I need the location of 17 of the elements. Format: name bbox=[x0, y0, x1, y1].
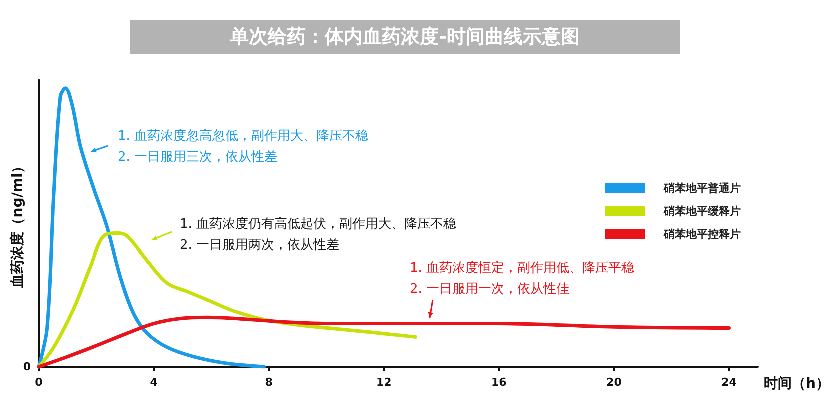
x-axis-title: 时间（h） bbox=[764, 376, 830, 392]
annotation: 1. 血药浓度仍有高低起伏，副作用大、降压不稳 2. 一日服用两次，依从性差 bbox=[180, 216, 457, 253]
x-tick-label: 16 bbox=[492, 376, 508, 389]
x-tick-label: 4 bbox=[150, 376, 158, 389]
legend-label: 硝苯地平缓释片 bbox=[663, 205, 741, 218]
annotation: 1. 血药浓度忽高忽低，副作用大、降压不稳 2. 一日服用三次，依从性差 bbox=[118, 128, 369, 165]
x-tick-label: 12 bbox=[376, 376, 392, 389]
legend-label: 硝苯地平控释片 bbox=[663, 228, 741, 241]
chart-title: 单次给药：体内血药浓度-时间曲线示意图 bbox=[229, 26, 580, 48]
annotation: 1. 血药浓度恒定，副作用低、降压平稳 2. 一日服用一次，依从性佳 bbox=[410, 260, 635, 297]
x-tick-label: 20 bbox=[606, 376, 622, 389]
x-tick-label: 8 bbox=[265, 376, 273, 389]
x-tick-label: 24 bbox=[722, 376, 738, 389]
y-axis-title: 血药浓度（ng/ml） bbox=[9, 159, 26, 289]
legend-label: 硝苯地平普通片 bbox=[663, 182, 741, 195]
text: 0 bbox=[23, 360, 32, 374]
x-tick-label: 0 bbox=[35, 376, 44, 389]
